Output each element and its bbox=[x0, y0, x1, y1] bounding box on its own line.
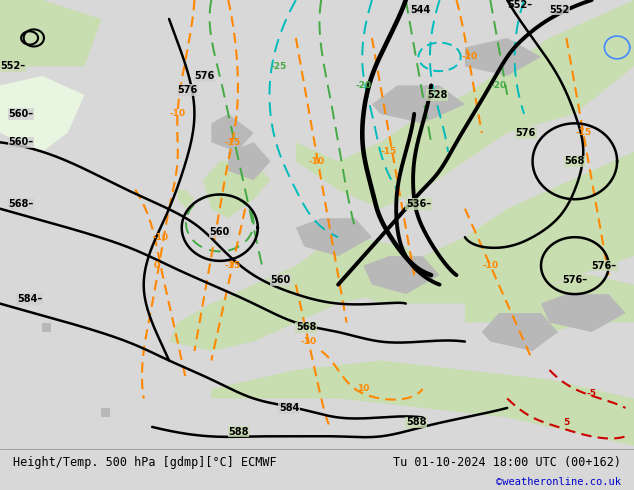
Text: Tu 01-10-2024 18:00 UTC (00+162): Tu 01-10-2024 18:00 UTC (00+162) bbox=[393, 456, 621, 469]
Text: 588: 588 bbox=[406, 417, 426, 427]
Text: -10: -10 bbox=[301, 337, 316, 346]
Text: 552–: 552– bbox=[507, 0, 533, 10]
Polygon shape bbox=[363, 256, 439, 294]
Text: 560: 560 bbox=[271, 275, 291, 285]
Polygon shape bbox=[372, 85, 465, 123]
Text: 536–: 536– bbox=[406, 199, 431, 209]
Polygon shape bbox=[101, 408, 110, 417]
Polygon shape bbox=[203, 161, 271, 218]
Polygon shape bbox=[296, 0, 634, 209]
Polygon shape bbox=[178, 190, 195, 209]
Text: 576–: 576– bbox=[562, 275, 587, 285]
Text: 576: 576 bbox=[178, 85, 198, 95]
Text: 588: 588 bbox=[228, 427, 249, 437]
Text: -15: -15 bbox=[224, 261, 240, 270]
Text: -10: -10 bbox=[309, 157, 325, 166]
Text: 5: 5 bbox=[563, 417, 569, 427]
Polygon shape bbox=[465, 275, 634, 332]
Text: 560–: 560– bbox=[8, 137, 34, 147]
Polygon shape bbox=[0, 76, 84, 152]
Polygon shape bbox=[338, 152, 634, 304]
Text: 544: 544 bbox=[410, 5, 430, 15]
Text: -10: -10 bbox=[153, 233, 169, 242]
Text: 576: 576 bbox=[515, 128, 536, 138]
Text: -20: -20 bbox=[491, 81, 507, 90]
Text: ©weatheronline.co.uk: ©weatheronline.co.uk bbox=[496, 477, 621, 487]
Polygon shape bbox=[211, 114, 254, 152]
Polygon shape bbox=[296, 218, 372, 256]
Text: -20: -20 bbox=[356, 81, 372, 90]
Text: -5: -5 bbox=[586, 389, 597, 398]
Text: 584: 584 bbox=[279, 403, 299, 413]
Polygon shape bbox=[465, 38, 541, 76]
Text: Height/Temp. 500 hPa [gdmp][°C] ECMWF: Height/Temp. 500 hPa [gdmp][°C] ECMWF bbox=[13, 456, 276, 469]
Text: 568–: 568– bbox=[8, 199, 34, 209]
Text: -15: -15 bbox=[575, 128, 592, 137]
Polygon shape bbox=[482, 313, 558, 351]
Polygon shape bbox=[0, 0, 101, 67]
Text: 576–: 576– bbox=[592, 261, 617, 270]
Text: 528: 528 bbox=[427, 90, 447, 100]
Text: -10: -10 bbox=[169, 109, 186, 119]
Polygon shape bbox=[541, 294, 626, 332]
Text: 0: 0 bbox=[153, 261, 159, 270]
Text: 568: 568 bbox=[296, 322, 316, 332]
Text: 568: 568 bbox=[565, 156, 585, 166]
Text: 584–: 584– bbox=[17, 294, 42, 304]
Text: 552–: 552– bbox=[0, 61, 25, 72]
Text: -25: -25 bbox=[271, 62, 287, 71]
Text: -10: -10 bbox=[482, 261, 498, 270]
Text: 10: 10 bbox=[358, 385, 370, 393]
Text: 560: 560 bbox=[210, 227, 230, 238]
Text: -15: -15 bbox=[381, 147, 397, 156]
Text: 576: 576 bbox=[195, 71, 215, 81]
Polygon shape bbox=[169, 237, 423, 351]
Text: 552: 552 bbox=[550, 5, 570, 15]
Text: 560–: 560– bbox=[8, 109, 34, 119]
Polygon shape bbox=[228, 142, 271, 180]
Polygon shape bbox=[42, 322, 51, 332]
Text: -15: -15 bbox=[224, 138, 240, 147]
Polygon shape bbox=[211, 361, 634, 446]
Text: -20: -20 bbox=[461, 52, 477, 61]
